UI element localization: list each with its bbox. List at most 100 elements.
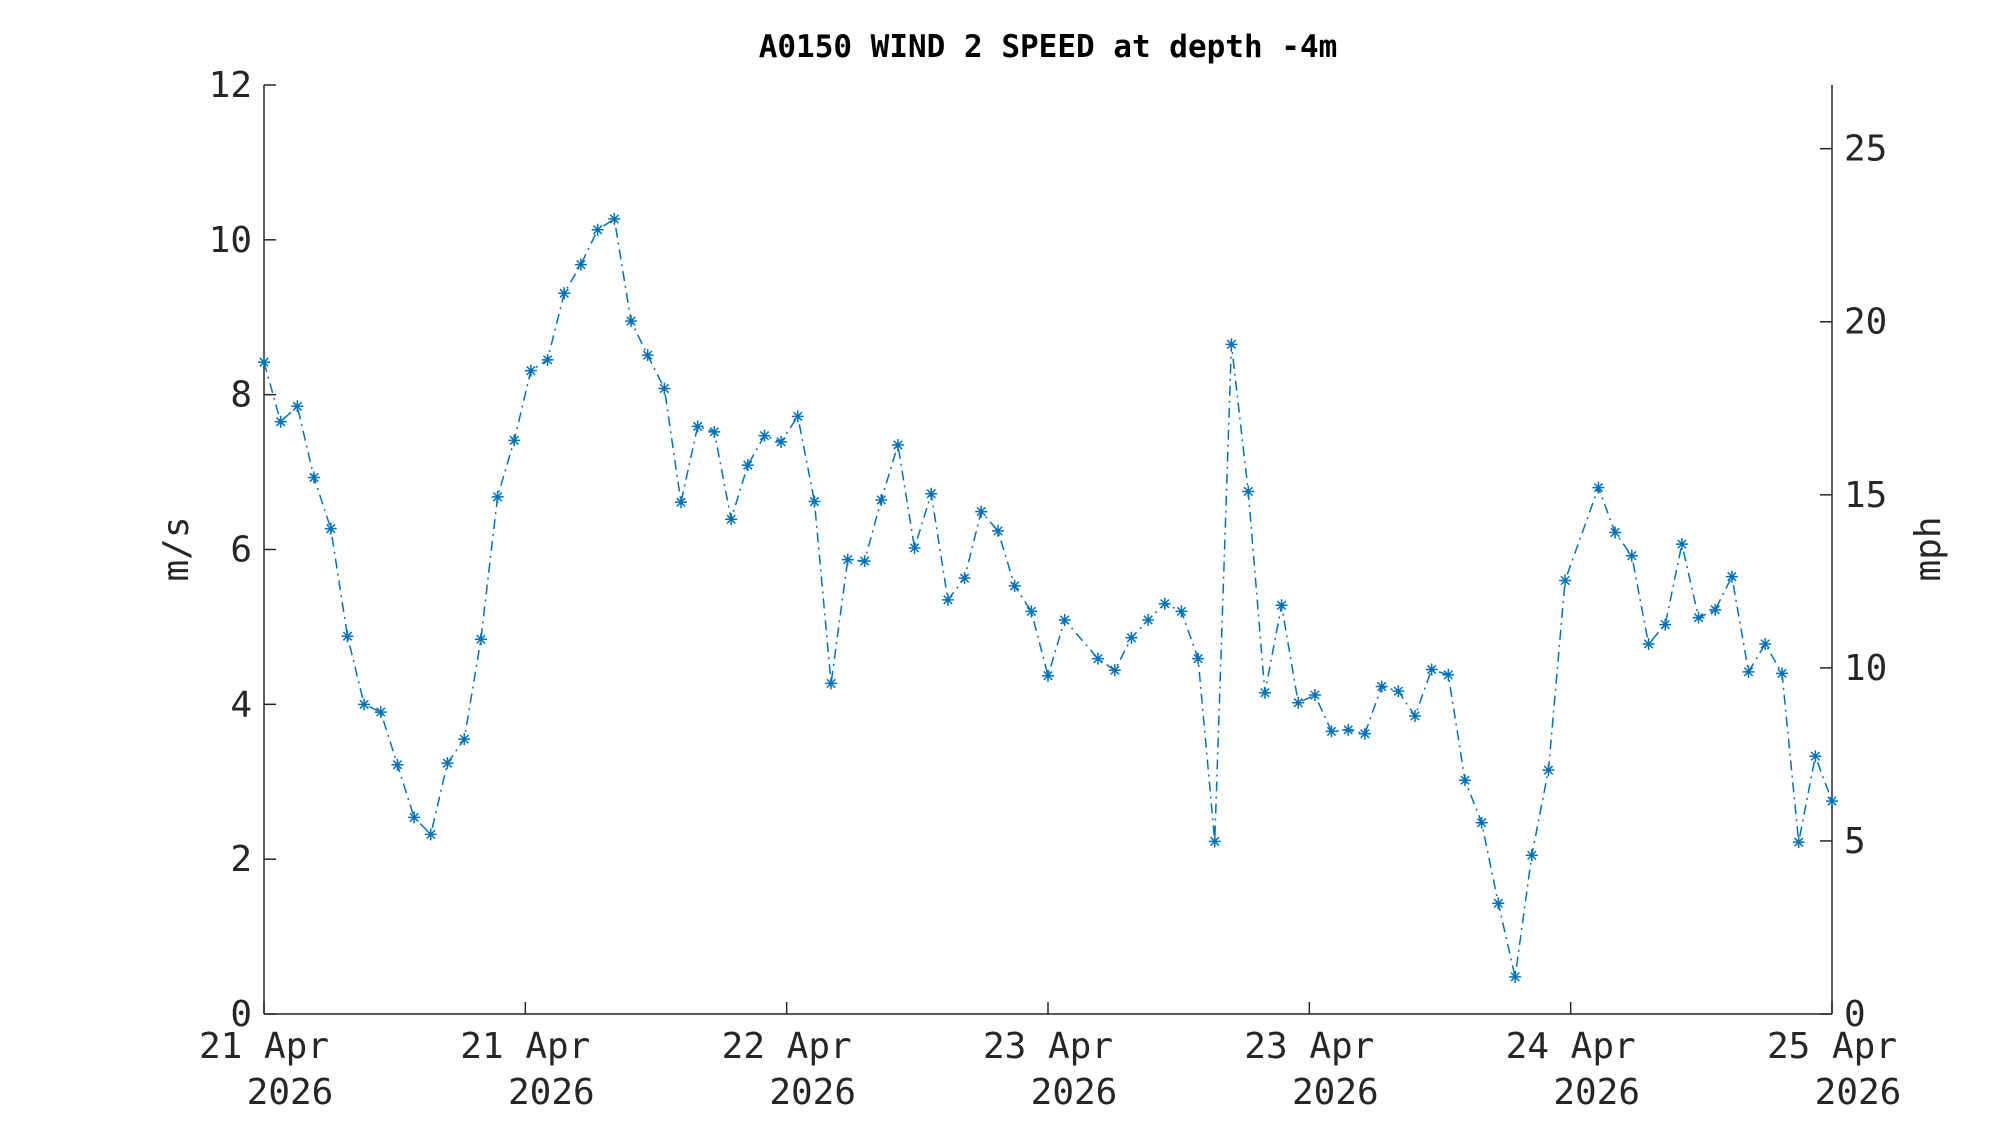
data-point	[1542, 764, 1555, 777]
y2-tick-label: 15	[1844, 475, 1887, 516]
data-point	[441, 757, 454, 770]
data-point	[1509, 970, 1522, 983]
data-point	[508, 434, 521, 447]
data-point	[925, 487, 938, 500]
data-point	[708, 425, 721, 438]
data-point	[1308, 689, 1321, 702]
data-point	[1158, 597, 1171, 610]
data-point	[1675, 538, 1688, 551]
data-point	[658, 382, 671, 395]
y-tick-label: 6	[230, 530, 252, 571]
data-point	[1525, 849, 1538, 862]
data-point	[1776, 667, 1789, 680]
data-point	[1058, 613, 1071, 626]
data-point	[1208, 835, 1221, 848]
data-point	[1642, 637, 1655, 650]
data-point	[941, 593, 954, 606]
x-tick-label: 21 Apr 2026	[460, 1026, 594, 1113]
y-axis-label: m/s	[156, 516, 197, 581]
x-tick-label: 21 Apr 2026	[199, 1026, 333, 1113]
data-point	[291, 400, 304, 413]
data-point	[775, 435, 788, 448]
data-point	[458, 733, 471, 746]
y2-tick-label: 25	[1844, 129, 1887, 170]
data-point	[324, 522, 337, 535]
data-point	[1425, 663, 1438, 676]
data-point	[1242, 485, 1255, 498]
data-point	[1809, 750, 1822, 763]
x-tick-label: 25 Apr 2026	[1767, 1026, 1901, 1113]
data-point	[307, 471, 320, 484]
data-point	[908, 541, 921, 554]
y-tick-label: 0	[230, 994, 252, 1035]
data-point	[875, 493, 888, 506]
data-point	[1125, 631, 1138, 644]
data-point	[858, 555, 871, 568]
data-point	[1559, 574, 1572, 587]
data-point	[1492, 897, 1505, 910]
y-tick-label: 12	[209, 65, 252, 106]
data-point	[1091, 652, 1104, 665]
data-point	[1725, 570, 1738, 583]
data-point	[1358, 727, 1371, 740]
data-point	[1692, 611, 1705, 624]
x-tick-label: 24 Apr 2026	[1506, 1026, 1640, 1113]
data-point	[1375, 680, 1388, 693]
data-point	[608, 212, 621, 225]
y2-tick-label: 5	[1844, 821, 1866, 862]
data-point	[1442, 668, 1455, 681]
data-point	[541, 353, 554, 366]
data-point	[958, 572, 971, 585]
y2-tick-label: 0	[1844, 994, 1866, 1035]
data-point	[641, 349, 654, 362]
data-point	[1792, 836, 1805, 849]
data-point	[625, 315, 638, 328]
data-point	[791, 410, 804, 423]
data-point	[1225, 338, 1238, 351]
chart-title: A0150 WIND 2 SPEED at depth -4m	[759, 29, 1338, 65]
data-point	[558, 287, 571, 300]
data-point	[1592, 481, 1605, 494]
data-point	[841, 553, 854, 566]
data-point	[1392, 685, 1405, 698]
data-point	[1709, 603, 1722, 616]
data-point	[1325, 725, 1338, 738]
data-point	[1659, 618, 1672, 631]
data-point	[1409, 709, 1422, 722]
data-point	[1008, 579, 1021, 592]
data-point	[424, 828, 437, 841]
data-point	[408, 811, 421, 824]
data-point	[1609, 526, 1622, 539]
data-point	[825, 677, 838, 690]
x-tick-label: 22 Apr 2026	[722, 1026, 856, 1113]
data-point	[1826, 795, 1838, 808]
y2-tick-label: 20	[1844, 302, 1887, 343]
data-point	[1275, 599, 1288, 612]
data-point	[1625, 549, 1638, 562]
data-point	[691, 420, 704, 433]
data-point	[574, 258, 587, 271]
data-point	[758, 429, 771, 442]
y-tick-label: 10	[209, 220, 252, 261]
data-point	[975, 505, 988, 518]
data-point	[1292, 696, 1305, 709]
data-point	[741, 459, 754, 472]
y-tick-label: 4	[230, 684, 252, 725]
data-point	[1458, 774, 1471, 787]
data-point	[1142, 613, 1155, 626]
data-point	[1759, 637, 1772, 650]
x-tick-label: 23 Apr 2026	[983, 1026, 1117, 1113]
y-tick-label: 8	[230, 375, 252, 416]
data-point	[358, 698, 371, 711]
y-tick-label: 2	[230, 839, 252, 880]
data-point	[491, 490, 504, 503]
x-tick-label: 23 Apr 2026	[1244, 1026, 1378, 1113]
data-point	[1108, 664, 1121, 677]
data-point	[808, 495, 821, 508]
data-point	[258, 356, 270, 369]
data-point	[474, 633, 487, 646]
data-point	[1742, 665, 1755, 678]
data-point	[1475, 816, 1488, 829]
data-point	[725, 513, 738, 526]
